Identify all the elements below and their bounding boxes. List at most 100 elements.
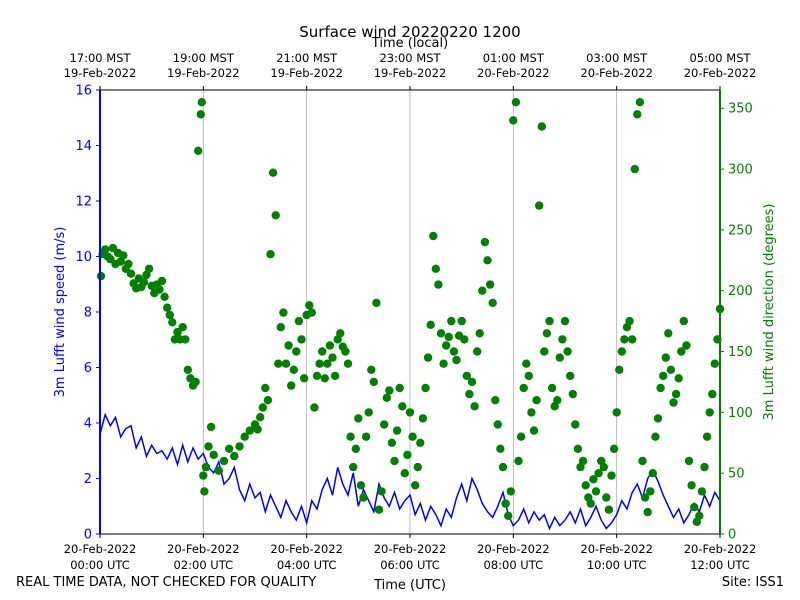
wind-direction-point: [315, 359, 324, 368]
wind-direction-point: [578, 456, 588, 466]
wind-direction-point: [661, 353, 670, 362]
wind-direction-point: [318, 347, 327, 356]
left-tick-label: 0: [84, 528, 92, 543]
left-tick-label: 16: [75, 84, 92, 99]
wind-direction-point: [542, 329, 552, 338]
wind-direction-point: [700, 462, 709, 472]
wind-direction-point: [374, 505, 384, 514]
wind-direction-point: [124, 259, 133, 269]
wind-direction-point: [586, 499, 595, 508]
left-tick-label: 6: [84, 361, 92, 376]
wind-direction-point: [421, 383, 430, 393]
wind-direction-point: [268, 168, 278, 177]
wind-direction-point: [480, 237, 490, 247]
wind-direction-point: [702, 432, 712, 441]
wind-direction-point: [643, 507, 652, 517]
wind-direction-point: [276, 323, 285, 332]
bottom-tick-date: 20-Feb-2022: [167, 542, 240, 556]
wind-direction-point: [648, 469, 657, 478]
wind-direction-point: [677, 347, 686, 356]
wind-direction-point: [475, 329, 484, 338]
wind-direction-point: [656, 383, 665, 393]
wind-direction-point: [467, 377, 477, 387]
wind-direction-point: [604, 505, 614, 514]
wind-direction-point: [470, 402, 479, 411]
top-tick-date: 19-Feb-2022: [270, 66, 343, 80]
wind-direction-point: [594, 469, 603, 478]
wind-direction-point: [447, 316, 456, 326]
right-tick-label: 350: [728, 102, 753, 117]
right-tick-label: 250: [728, 223, 753, 238]
wind-direction-point: [493, 420, 502, 429]
wind-direction-point: [349, 462, 358, 472]
wind-direction-point: [491, 396, 500, 405]
wind-direction-point: [679, 316, 688, 326]
wind-direction-point: [671, 389, 681, 399]
wind-direction-point: [199, 471, 208, 480]
wind-direction-point: [163, 303, 172, 312]
wind-direction-point: [506, 487, 515, 496]
wind-direction-point: [323, 359, 332, 368]
wind-direction-point: [230, 451, 239, 461]
wind-direction-point: [615, 365, 624, 374]
wind-direction-point: [101, 245, 110, 254]
wind-direction-point: [509, 116, 518, 125]
wind-direction-point: [635, 98, 645, 107]
wind-direction-point: [299, 374, 309, 383]
wind-direction-point: [157, 276, 167, 286]
bottom-tick-time: 04:00 UTC: [277, 558, 337, 572]
wind-direction-point: [607, 471, 616, 480]
wind-direction-point: [460, 335, 469, 344]
wind-direction-point: [581, 481, 590, 490]
bottom-tick-date: 20-Feb-2022: [580, 542, 653, 556]
wind-direction-point: [426, 320, 435, 329]
wind-direction-point: [498, 462, 508, 472]
wind-direction-point: [155, 285, 164, 294]
wind-direction-point: [560, 316, 570, 326]
wind-direction-point: [413, 462, 422, 472]
wind-direction-point: [253, 425, 262, 434]
left-tick-label: 2: [84, 472, 92, 487]
bottom-tick-date: 20-Feb-2022: [477, 542, 550, 556]
wind-direction-point: [382, 393, 391, 402]
wind-direction-point: [444, 332, 453, 342]
wind-direction-point: [436, 329, 446, 338]
wind-direction-point: [599, 462, 608, 472]
wind-direction-point: [537, 122, 546, 131]
wind-direction-point: [591, 487, 601, 496]
wind-direction-point: [516, 432, 526, 441]
wind-direction-point: [708, 389, 717, 399]
wind-direction-point: [705, 408, 714, 417]
wind-direction-point: [305, 301, 314, 310]
wind-direction-point: [245, 426, 254, 435]
grid-layer: [202, 90, 618, 534]
wind-direction-point: [483, 256, 492, 265]
wind-direction-point: [160, 292, 169, 301]
wind-direction-point: [423, 353, 433, 362]
right-tick-label: 200: [728, 284, 753, 299]
direction-series: [96, 98, 725, 526]
top-tick-date: 19-Feb-2022: [64, 66, 137, 80]
wind-direction-point: [669, 398, 678, 407]
wind-direction-point: [659, 371, 668, 381]
wind-direction-point: [240, 432, 249, 441]
wind-direction-point: [165, 310, 174, 320]
wind-direction-point: [612, 408, 621, 417]
wind-direction-point: [501, 499, 510, 508]
wind-direction-point: [354, 414, 363, 423]
right-tick-label: 300: [728, 163, 753, 178]
wind-direction-point: [312, 371, 322, 381]
wind-direction-point: [411, 481, 420, 490]
wind-direction-point: [287, 381, 296, 390]
wind-direction-point: [274, 359, 283, 368]
wind-direction-point: [488, 298, 497, 308]
wind-direction-point: [196, 110, 205, 119]
wind-direction-point: [372, 298, 381, 308]
wind-direction-point: [263, 396, 273, 405]
wind-direction-point: [284, 341, 293, 350]
top-tick-date: 20-Feb-2022: [580, 66, 653, 80]
wind-direction-point: [336, 329, 345, 338]
wind-direction-point: [328, 353, 337, 362]
wind-direction-point: [568, 389, 577, 399]
